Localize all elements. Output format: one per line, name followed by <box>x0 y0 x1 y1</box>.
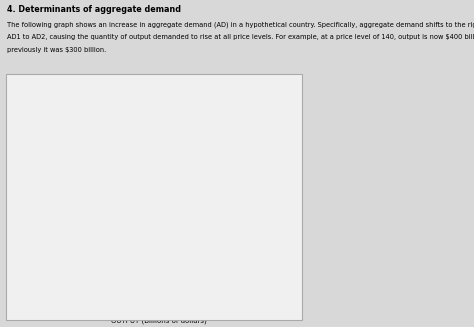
Text: ?: ? <box>274 92 280 101</box>
Text: 300, 140: 300, 140 <box>112 161 146 170</box>
Text: previously it was $300 billion.: previously it was $300 billion. <box>7 47 106 53</box>
Y-axis label: PRICE LEVEL: PRICE LEVEL <box>14 189 20 233</box>
Text: The following graph shows an increase in aggregate demand (AD) in a hypothetical: The following graph shows an increase in… <box>7 21 474 28</box>
X-axis label: OUTPUT (Billions of dollars): OUTPUT (Billions of dollars) <box>111 317 207 324</box>
Text: AD1: AD1 <box>173 250 188 255</box>
Text: AD2: AD2 <box>162 227 176 232</box>
Circle shape <box>264 82 291 111</box>
Text: 4. Determinants of aggregate demand: 4. Determinants of aggregate demand <box>7 5 181 14</box>
Text: AD1 to AD2, causing the quantity of output demanded to rise at all price levels.: AD1 to AD2, causing the quantity of outp… <box>7 34 474 40</box>
